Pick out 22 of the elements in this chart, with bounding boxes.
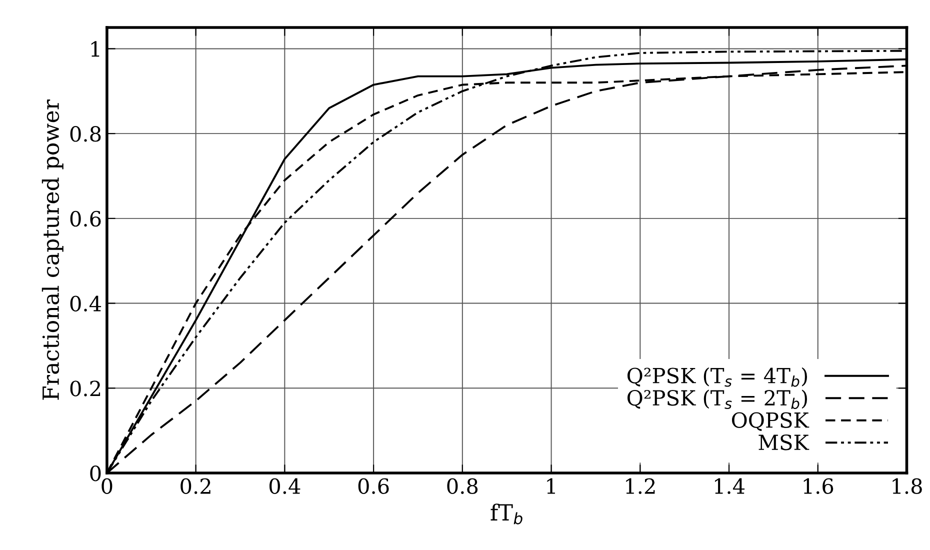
x-tick-label: 0.2 <box>180 478 210 494</box>
y-tick-label: 0.6 <box>70 210 101 227</box>
y-tick-label: 0 <box>90 465 101 482</box>
legend-label: Q²PSK (T$_{s}$ = 4T$_{b}$) <box>628 367 807 387</box>
legend-label: Q²PSK (T$_{s}$ = 2T$_{b}$) <box>628 390 807 410</box>
y-tick-label: 0.8 <box>70 126 101 142</box>
x-tick-label: 1 <box>547 478 555 494</box>
x-tick-label: 1.2 <box>626 478 655 494</box>
x-tick-label: 0.6 <box>358 478 389 494</box>
legend-label: MSK <box>758 434 810 450</box>
y-tick-label: 1 <box>91 41 100 57</box>
x-tick-label: 1.4 <box>714 478 745 494</box>
legend-label: OQPSK <box>732 412 810 432</box>
y-axis-title: Fractional captured power <box>42 100 64 400</box>
y-tick-label: 0.2 <box>70 380 100 396</box>
x-tick-label: 0 <box>102 478 112 494</box>
y-tick-label: 0.4 <box>70 296 102 312</box>
x-axis-title: fT$_{b}$ <box>490 504 522 524</box>
x-tick-label: 1.6 <box>804 478 834 494</box>
x-tick-label: 1.8 <box>892 478 922 494</box>
x-tick-label: 0.8 <box>447 478 478 494</box>
x-tick-label: 0.4 <box>269 478 300 494</box>
